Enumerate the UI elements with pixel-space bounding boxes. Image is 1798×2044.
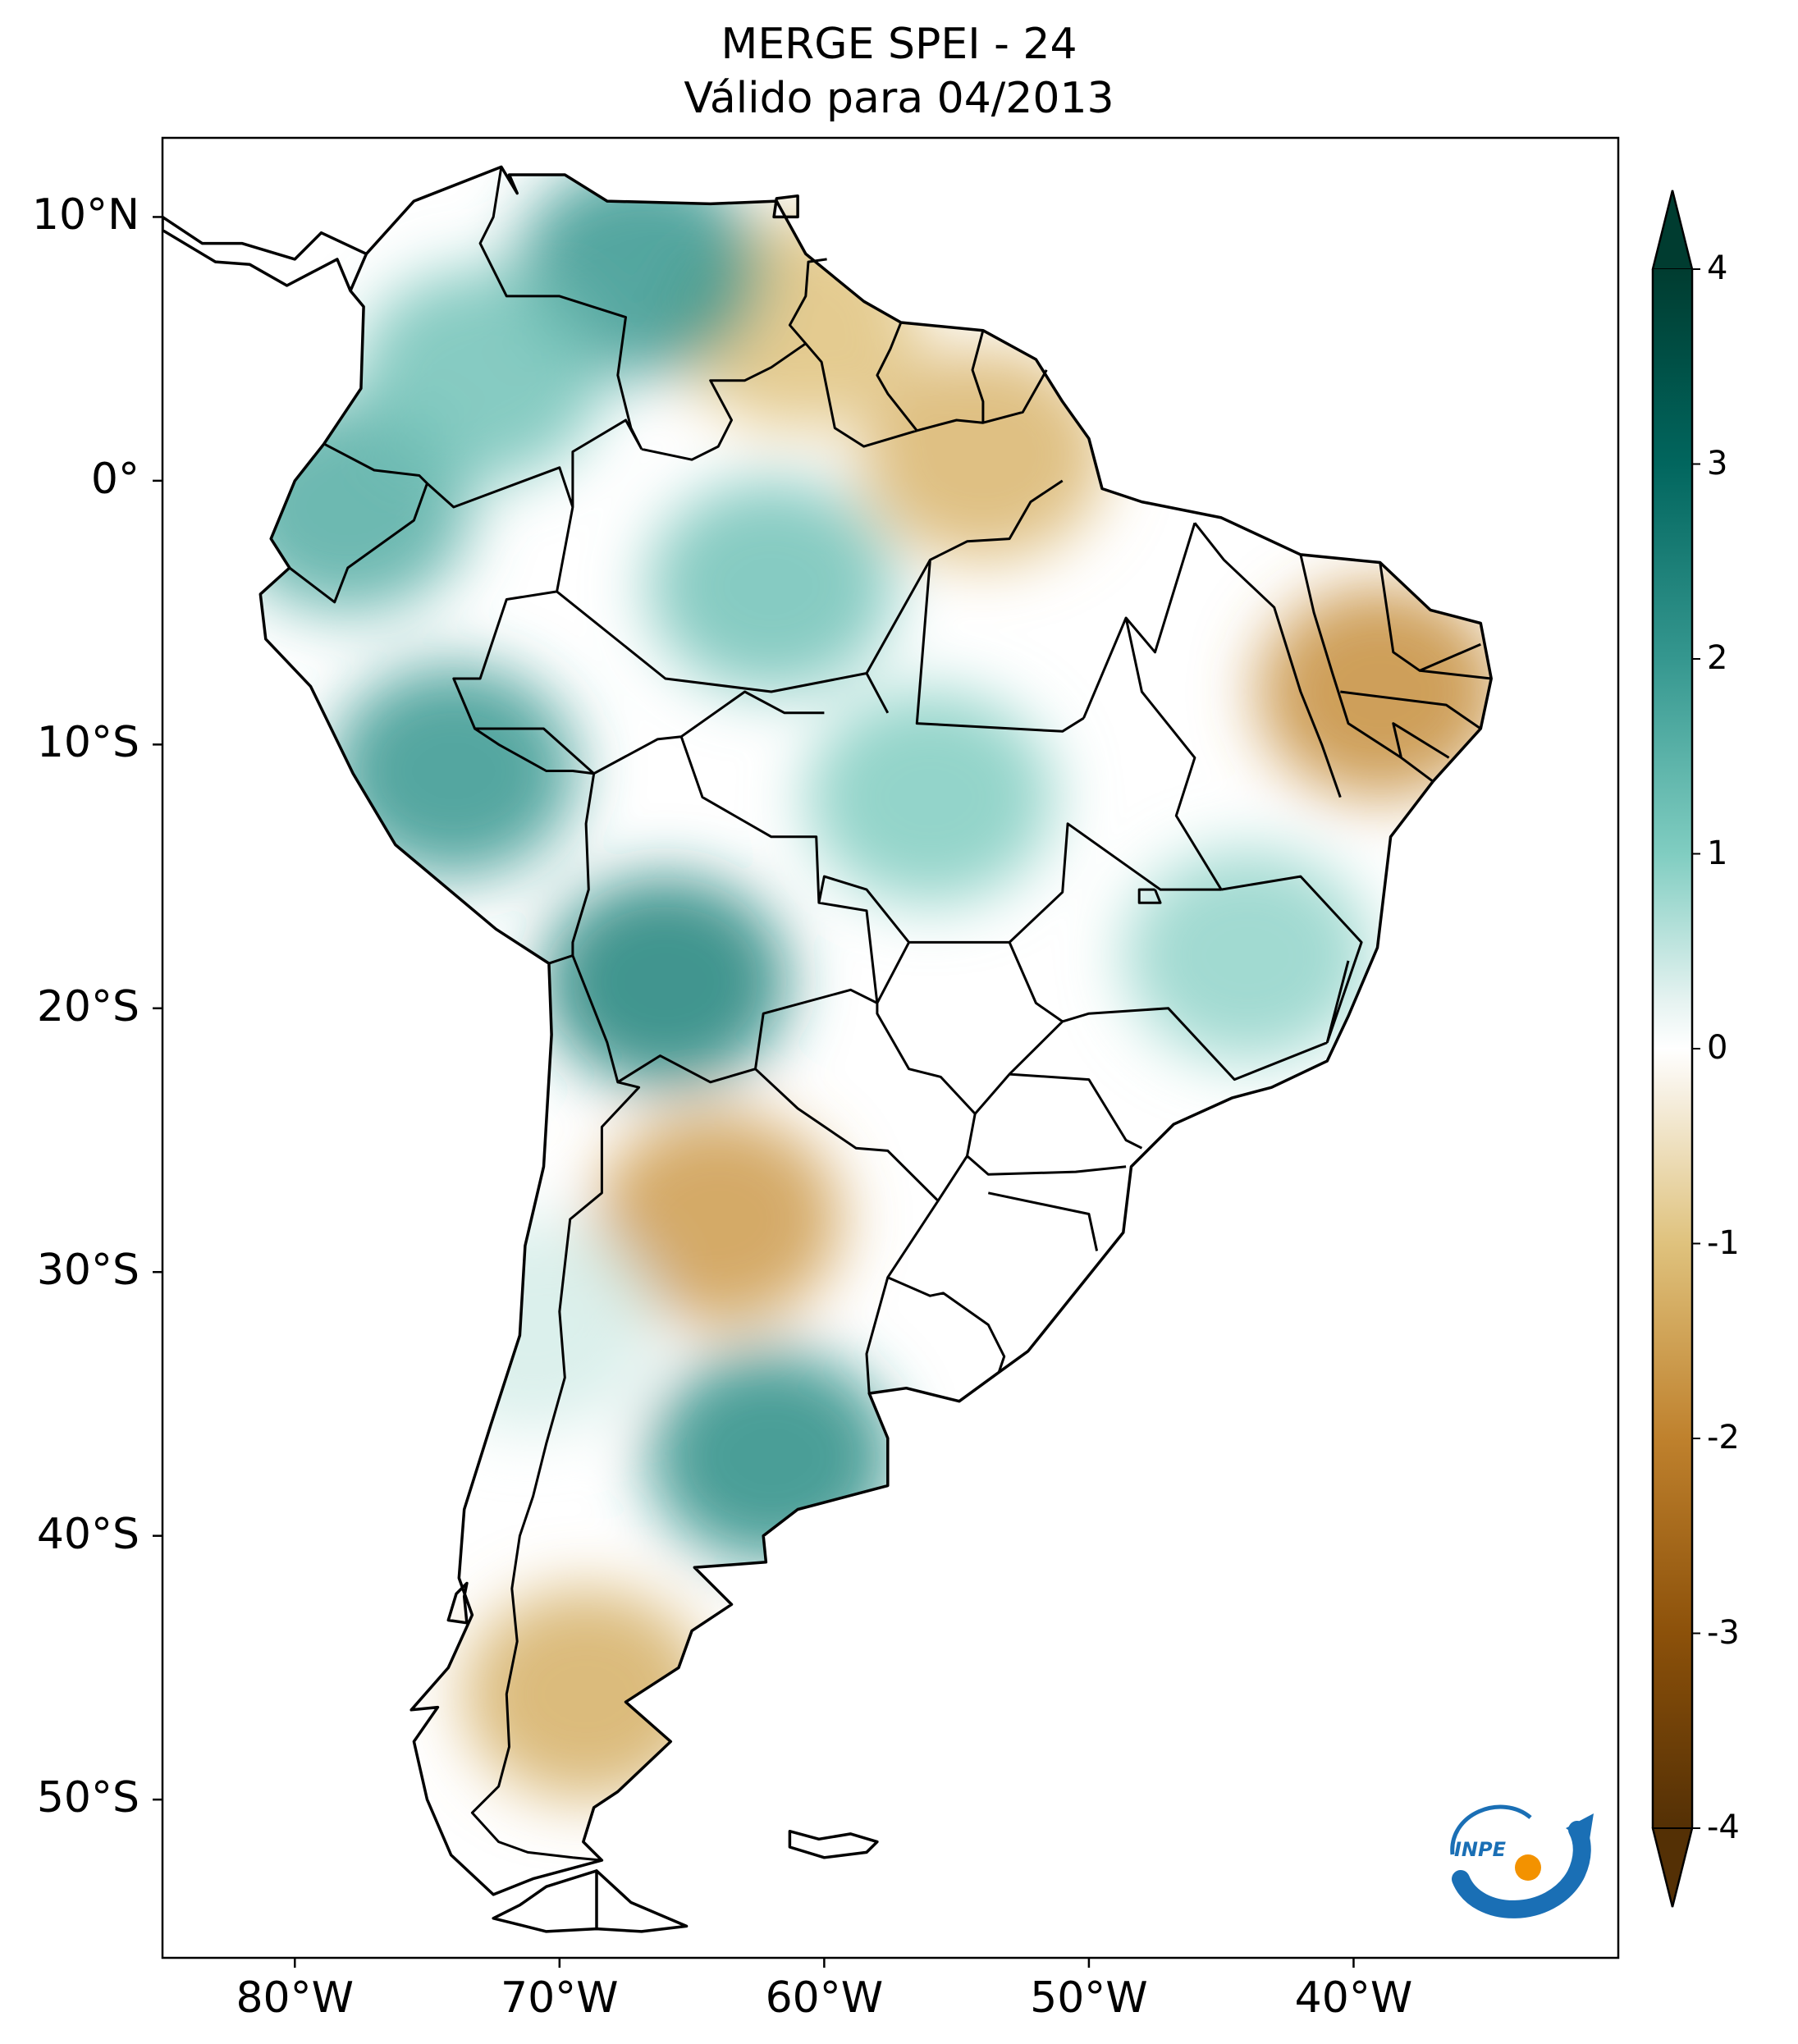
spei-anomaly-central-argentina (595, 1112, 842, 1326)
land-mass (162, 167, 1492, 1932)
lon-tick-label: 40°W (1294, 1973, 1413, 2023)
colorbar-tick-label: 1 (1707, 834, 1728, 872)
colorbar-tick-label: -4 (1707, 1809, 1740, 1846)
spei-field (224, 167, 1492, 1801)
spei-anomaly-northeast-brazil (1256, 585, 1492, 799)
lon-tick-label: 50°W (1030, 1973, 1148, 2023)
colorbar-extend-min (1651, 1827, 1694, 1908)
colorbar-extend-max (1651, 190, 1694, 270)
lat-tick-label: 40°S (36, 1509, 140, 1559)
lat-tick-label: 20°S (36, 981, 140, 1031)
spei-anomaly-minas-gerais (1124, 848, 1371, 1063)
spei-anomaly-patagonia (463, 1587, 710, 1801)
political-borders (288, 167, 1492, 1862)
lat-tick-label: 10°N (31, 190, 140, 240)
colorbar-tick-label: -3 (1707, 1613, 1740, 1652)
map-frame (161, 136, 1620, 1959)
spei-anomaly-colombia (357, 268, 604, 482)
logo-text: INPE (1454, 1838, 1507, 1861)
lat-tick-label: 0° (90, 454, 140, 504)
spei-anomaly-peru (330, 664, 577, 878)
lat-tick-label: 10°S (36, 718, 140, 768)
spei-anomaly-bolivia-east-andes (542, 875, 789, 1089)
latitude-ticks (153, 216, 162, 1801)
lon-tick-label: 70°W (501, 1973, 619, 2023)
lon-tick-label: 60°W (765, 1973, 884, 2023)
lat-tick-label: 50°S (36, 1773, 140, 1823)
longitude-ticks (294, 1958, 1355, 1968)
colorbar-tick-label: 4 (1707, 249, 1728, 287)
colorbar-tick-label: 0 (1707, 1029, 1728, 1067)
coastline (162, 165, 1493, 1933)
map-subtitle: Válido para 04/2013 (684, 74, 1114, 123)
colorbar-tick-label: -1 (1707, 1223, 1740, 1262)
lon-tick-label: 80°W (236, 1973, 355, 2023)
lat-tick-label: 30°S (36, 1246, 140, 1296)
colorbar-tick-label: 2 (1707, 639, 1728, 677)
map-title: MERGE SPEI - 24 (721, 20, 1077, 69)
colorbar-ramp (1653, 269, 1692, 1828)
colorbar-tick-label: 3 (1707, 444, 1728, 482)
spei-anomaly-amazonas (647, 479, 894, 693)
spei-anomaly-guianas-para (859, 347, 1106, 561)
inpe-logo: INPE (1450, 1804, 1594, 1918)
colorbar (1651, 190, 1700, 1908)
colorbar-tick-label: -2 (1707, 1419, 1740, 1456)
spei-anomaly-mato-grosso (807, 690, 1054, 904)
